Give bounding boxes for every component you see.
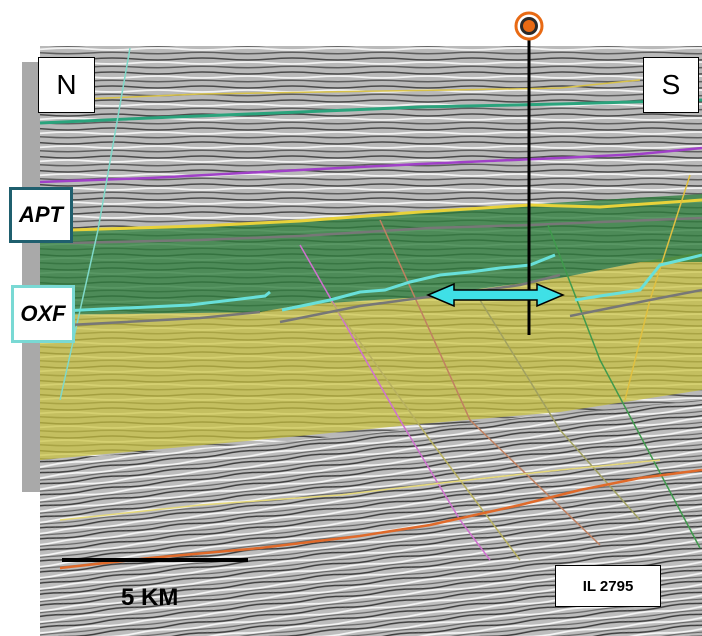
south-label: S (643, 57, 699, 113)
inline-label: IL 2795 (555, 565, 661, 607)
faults (59, 47, 701, 561)
horizon-apt-yellow (69, 198, 702, 232)
horizon-yellow-top (59, 79, 641, 101)
horizon-oxf (39, 253, 702, 314)
double-arrow-icon (426, 282, 565, 308)
apt-horizon-label: APT (9, 187, 73, 243)
horizon-orange (59, 468, 702, 570)
north-label: N (38, 57, 95, 113)
well-location-icon (514, 11, 544, 41)
horizon-teal (39, 98, 702, 125)
oxf-horizon-label: OXF (11, 285, 75, 343)
horizon-purple (39, 146, 702, 184)
scale-bar-label: 5 KM (121, 584, 179, 611)
horizon-apt-grey (69, 216, 702, 245)
